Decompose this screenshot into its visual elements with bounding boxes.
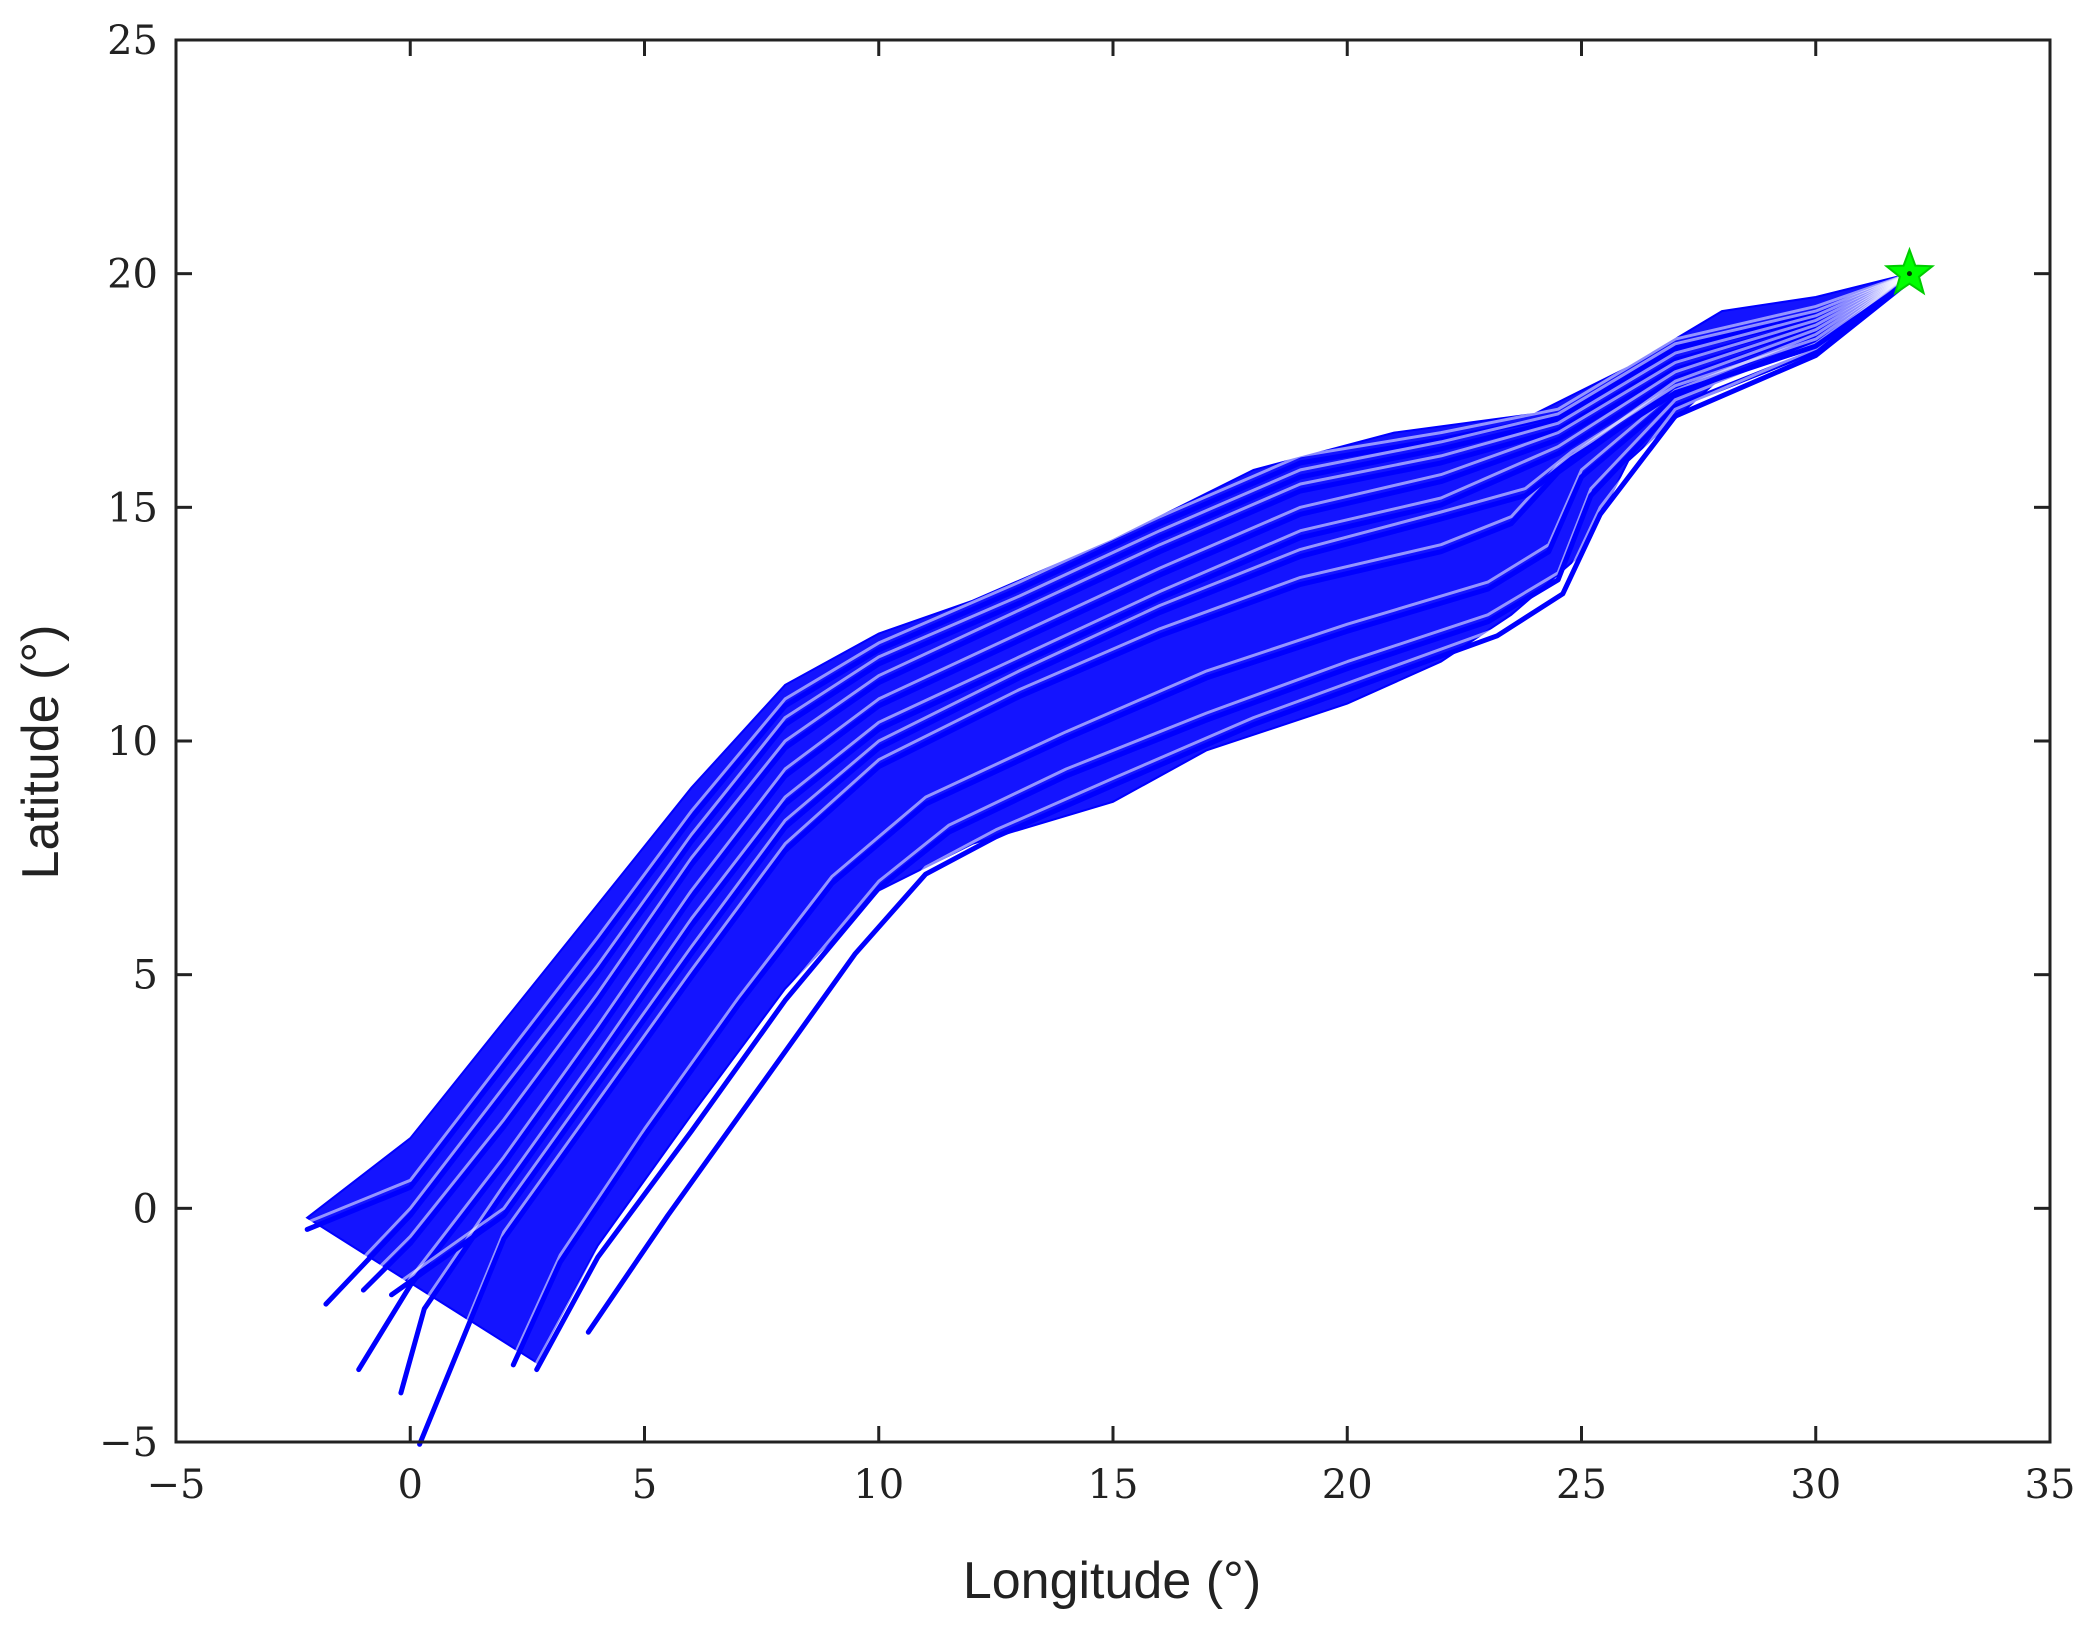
- trajectory-line-9: [585, 278, 1912, 1335]
- y-tick-label: 0: [133, 1186, 158, 1232]
- trajectory-line-4: [356, 278, 1912, 1373]
- trajectory-gap-7: [511, 272, 1911, 1360]
- x-tick-label: 5: [632, 1462, 657, 1508]
- x-tick-label: 25: [1556, 1462, 1607, 1508]
- ticks-layer: −5 0 5 10 15 20 25 30 35 −5 0 5 10 15 20 25: [99, 18, 2075, 1508]
- trajectory-gap-5: [399, 272, 1911, 1388]
- y-tick-label: 20: [107, 252, 158, 298]
- trajectory-line-7: [510, 278, 1912, 1368]
- x-tick-label: 35: [2025, 1462, 2076, 1508]
- x-tick-label: 30: [1790, 1462, 1841, 1508]
- trajectory-line-10: [389, 278, 1912, 1298]
- trajectory-gap-10: [390, 272, 1911, 1290]
- y-axis-label: Latitude (°): [12, 625, 70, 880]
- trajectory-gap-3: [361, 272, 1911, 1285]
- y-tick-label: −5: [99, 1420, 158, 1466]
- x-tick-label: 10: [853, 1462, 904, 1508]
- trajectory-gap-4: [357, 272, 1911, 1365]
- trajectory-line-5: [398, 278, 1912, 1396]
- trajectory-line-1: [304, 278, 1912, 1232]
- y-tick-label: 25: [107, 18, 158, 64]
- x-tick-label: 0: [398, 1462, 423, 1508]
- x-tick-label: 15: [1088, 1462, 1139, 1508]
- x-tick-label: −5: [147, 1462, 206, 1508]
- x-tick-label: 20: [1322, 1462, 1373, 1508]
- y-tick-label: 15: [107, 485, 158, 531]
- trajectory-gap-8: [535, 272, 1911, 1365]
- x-axis-label: Longitude (°): [963, 1552, 1261, 1610]
- y-tick-label: 5: [133, 953, 158, 999]
- trajectory-gap-2: [324, 272, 1911, 1299]
- origin-point: [1906, 271, 1912, 277]
- y-tick-label: 10: [107, 719, 158, 765]
- trajectory-gap-9: [586, 272, 1911, 1327]
- trajectory-line-3: [360, 278, 1912, 1293]
- data-layer: [304, 246, 1936, 1447]
- trajectory-line-2: [323, 278, 1912, 1307]
- trajectory-line-8: [534, 278, 1912, 1373]
- trajectory-gap-1: [305, 272, 1911, 1224]
- trajectory-envelope: [305, 272, 1911, 1365]
